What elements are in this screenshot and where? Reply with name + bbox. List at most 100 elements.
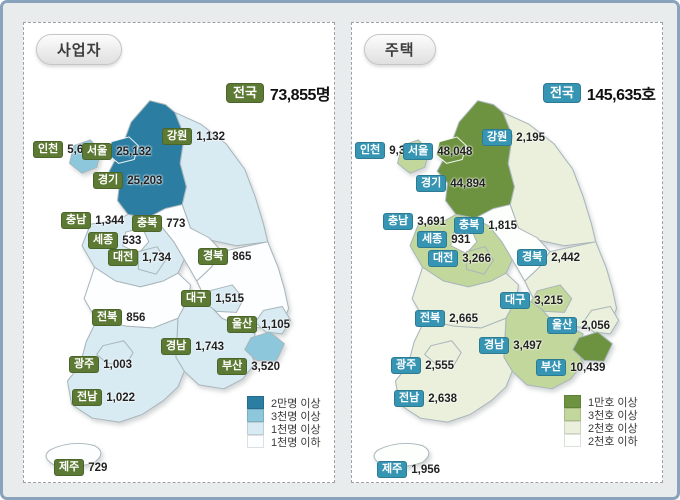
region-badge: 경기 — [93, 172, 124, 190]
region-badge: 경남 — [479, 337, 510, 355]
region-badge: 강원 — [162, 128, 193, 146]
region-value: 1,344 — [95, 214, 125, 227]
region-value: 1,734 — [142, 251, 172, 264]
region-value: 1,515 — [215, 292, 245, 305]
legend-row: 1천명 이하 — [247, 434, 321, 449]
region-value: 1,743 — [195, 340, 225, 353]
region-badge: 서울 — [82, 143, 113, 161]
region-badge: 충남 — [61, 212, 92, 230]
region-value: 48,048 — [437, 145, 473, 158]
region-label-chungnam: 충남 3,691 — [383, 213, 447, 231]
region-value: 25,203 — [127, 174, 163, 187]
region-label-gyeongnam: 경남 1,743 — [161, 338, 225, 356]
legend-row: 3천호 이상 — [564, 407, 638, 422]
region-badge: 서울 — [403, 143, 434, 161]
legend-label: 3천호 이상 — [588, 409, 638, 422]
region-value: 865 — [232, 250, 252, 263]
region-badge: 부산 — [217, 358, 248, 376]
national-total-value: 145,635호 — [586, 87, 656, 104]
region-value: 44,894 — [450, 177, 486, 190]
region-value: 1,003 — [103, 358, 133, 371]
region-shape-daegu — [530, 284, 573, 313]
region-shape-busan — [572, 331, 613, 362]
region-value: 3,520 — [251, 360, 281, 373]
region-shape-busan — [244, 331, 285, 362]
region-label-jeonnam: 전남 2,638 — [394, 390, 458, 408]
national-total: 전국 73,855명 — [226, 81, 331, 105]
region-badge: 충남 — [383, 213, 414, 231]
region-shape-jeju — [373, 442, 430, 468]
legend: 1만호 이상 3천호 이상 2천호 이상 2천호 이하 — [564, 394, 638, 448]
region-shape-gwangju — [424, 340, 462, 366]
legend-row: 1만호 이상 — [564, 394, 638, 409]
panel-title-housing: 주택 — [364, 34, 436, 65]
region-label-gyeongnam: 경남 3,497 — [479, 337, 543, 355]
region-label-jeonbuk: 전북 856 — [92, 309, 146, 327]
region-value: 2,555 — [425, 359, 455, 372]
region-label-gyeongbuk: 경북 2,442 — [517, 249, 581, 267]
region-badge: 경북 — [198, 248, 229, 266]
region-badge: 경기 — [416, 175, 447, 193]
region-label-gwangju: 광주 1,003 — [69, 356, 133, 374]
region-badge: 세종 — [88, 232, 119, 250]
panel-title-business: 사업자 — [36, 34, 123, 65]
region-badge: 대전 — [108, 249, 139, 267]
legend-label: 1천명 이상 — [271, 423, 321, 436]
region-badge: 광주 — [69, 356, 100, 374]
region-badge: 전북 — [415, 310, 446, 328]
region-label-seoul: 서울 25,132 — [82, 143, 152, 161]
legend-swatch-tier1 — [247, 395, 264, 409]
region-badge: 강원 — [482, 129, 513, 147]
region-label-gangwon: 강원 1,132 — [162, 128, 226, 146]
region-value: 2,442 — [551, 251, 581, 264]
region-value: 2,056 — [581, 319, 611, 332]
region-value: 1,105 — [261, 318, 291, 331]
region-label-busan: 부산 3,520 — [217, 358, 281, 376]
region-label-ulsan: 울산 2,056 — [547, 317, 611, 335]
region-label-ulsan: 울산 1,105 — [227, 316, 291, 334]
region-badge: 부산 — [536, 359, 567, 377]
legend-row: 2천호 이하 — [564, 433, 638, 448]
region-value: 2,638 — [428, 392, 458, 405]
region-badge: 울산 — [227, 316, 258, 334]
region-value: 3,497 — [513, 339, 543, 352]
region-value: 729 — [88, 461, 108, 474]
region-label-gangwon: 강원 2,195 — [482, 129, 546, 147]
legend-swatch-tier3 — [564, 420, 581, 434]
legend: 2만명 이상 3천명 이상 1천명 이상 1천명 이하 — [247, 395, 321, 449]
region-value: 856 — [126, 311, 146, 324]
region-badge: 인천 — [355, 142, 386, 160]
legend-label: 3천명 이상 — [271, 410, 321, 423]
region-value: 2,195 — [516, 131, 546, 144]
region-label-daegu: 대구 1,515 — [181, 290, 245, 308]
region-value: 773 — [166, 217, 186, 230]
region-label-seoul: 서울 48,048 — [403, 143, 473, 161]
region-badge: 세종 — [417, 231, 448, 249]
region-badge: 대구 — [181, 290, 212, 308]
region-badge: 제주 — [54, 459, 85, 477]
region-label-jeju: 제주 729 — [54, 459, 108, 477]
region-shape-seoul — [435, 136, 467, 164]
region-badge: 충북 — [454, 217, 485, 235]
region-value: 1,132 — [196, 130, 226, 143]
legend-row: 2천호 이상 — [564, 420, 638, 435]
legend-row: 3천명 이상 — [247, 408, 321, 423]
region-value: 3,691 — [417, 215, 447, 228]
legend-label: 2천호 이하 — [588, 435, 638, 448]
region-value: 931 — [451, 233, 471, 246]
region-shape-gwangju — [96, 340, 134, 366]
region-label-daegu: 대구 3,215 — [500, 292, 563, 310]
region-badge: 제주 — [377, 461, 408, 479]
national-total: 전국 145,635호 — [543, 81, 656, 105]
legend-label: 2만명 이상 — [271, 397, 321, 410]
region-value: 25,132 — [116, 145, 152, 158]
region-value: 2,665 — [449, 312, 479, 325]
legend-swatch-tier2 — [247, 408, 264, 422]
region-label-chungnam: 충남 1,344 — [61, 212, 125, 230]
region-badge: 충북 — [132, 215, 163, 233]
region-badge: 대전 — [428, 250, 459, 268]
region-label-busan: 부산 10,439 — [536, 359, 605, 377]
legend-row: 2만명 이상 — [247, 395, 321, 410]
